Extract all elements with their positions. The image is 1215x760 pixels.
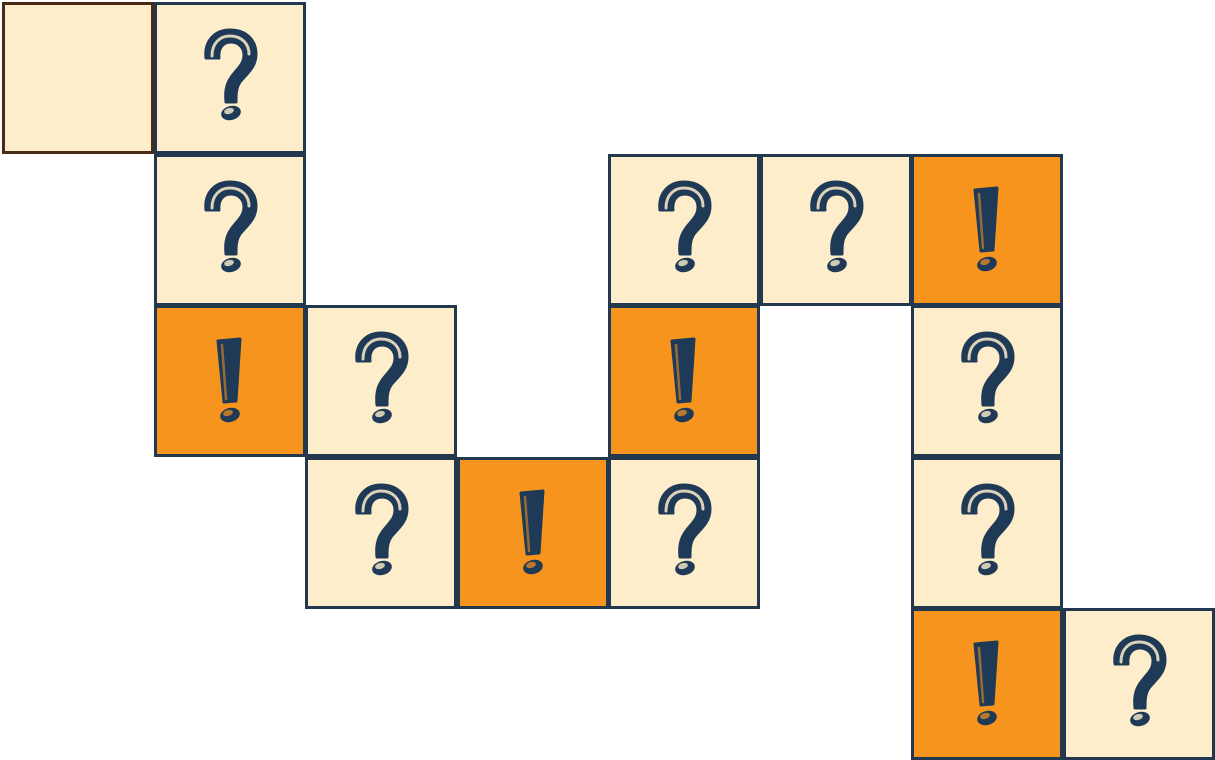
question-tile[interactable]: [1062, 608, 1215, 760]
question-tile[interactable]: [305, 456, 457, 609]
exclamation-mark-icon: [973, 186, 999, 271]
question-tile[interactable]: [759, 153, 912, 306]
question-tile[interactable]: [608, 456, 760, 609]
exclamation-mark-icon: [216, 337, 241, 423]
question-mark-icon: [658, 483, 712, 575]
exclamation-mark-icon: [670, 337, 696, 423]
exclamation-mark-icon: [973, 640, 999, 726]
question-mark-icon: [809, 180, 863, 272]
question-tile[interactable]: [305, 305, 457, 457]
question-tile[interactable]: [911, 456, 1063, 609]
question-tile[interactable]: [608, 153, 760, 306]
exclamation-mark-icon: [519, 489, 544, 574]
exclamation-tile[interactable]: [153, 305, 306, 457]
question-tile[interactable]: [153, 153, 306, 306]
question-mark-icon: [203, 28, 257, 121]
question-mark-icon: [961, 331, 1015, 424]
exclamation-tile[interactable]: [911, 608, 1063, 760]
question-mark-icon: [203, 180, 257, 272]
question-tile[interactable]: [153, 2, 306, 154]
start-tile[interactable]: [2, 2, 154, 154]
question-mark-icon: [355, 331, 409, 424]
exclamation-tile[interactable]: [911, 153, 1063, 306]
question-mark-icon: [355, 483, 409, 575]
question-mark-icon: [1112, 634, 1166, 727]
question-tile[interactable]: [911, 305, 1063, 457]
question-mark-icon: [658, 180, 712, 272]
question-mark-icon: [961, 483, 1015, 575]
exclamation-tile[interactable]: [456, 456, 609, 609]
exclamation-tile[interactable]: [608, 305, 760, 457]
